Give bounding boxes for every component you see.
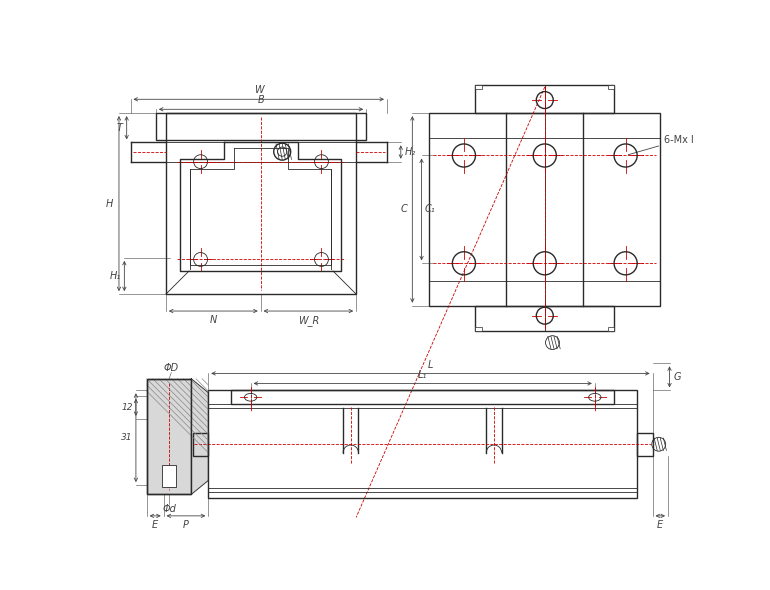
Text: B: B bbox=[258, 96, 264, 106]
Text: W: W bbox=[254, 85, 263, 94]
Text: L: L bbox=[428, 359, 433, 369]
Bar bbox=[476, 84, 482, 88]
Text: C₁: C₁ bbox=[425, 204, 435, 214]
Bar bbox=[146, 379, 191, 494]
Bar bbox=[476, 306, 614, 331]
Bar bbox=[192, 432, 208, 456]
Text: 31: 31 bbox=[122, 433, 132, 442]
Text: T: T bbox=[117, 123, 123, 133]
Bar bbox=[476, 84, 614, 113]
Bar bbox=[430, 113, 661, 306]
Bar bbox=[231, 391, 614, 404]
Bar bbox=[637, 432, 652, 456]
Text: N: N bbox=[209, 315, 217, 325]
Text: W_R: W_R bbox=[298, 315, 319, 326]
Bar bbox=[476, 327, 482, 331]
Text: H: H bbox=[106, 199, 114, 209]
Bar bbox=[156, 113, 367, 140]
Text: H₂: H₂ bbox=[405, 147, 416, 157]
Text: P: P bbox=[183, 520, 189, 530]
Bar bbox=[146, 379, 191, 494]
Text: C: C bbox=[401, 204, 408, 214]
Bar bbox=[166, 113, 356, 294]
Text: Φd: Φd bbox=[162, 503, 176, 513]
Text: 12: 12 bbox=[122, 403, 132, 412]
Text: L₁: L₁ bbox=[418, 369, 427, 379]
Text: G: G bbox=[673, 372, 681, 382]
Bar bbox=[208, 391, 637, 498]
Text: 6-Mx l: 6-Mx l bbox=[628, 135, 694, 155]
Text: E: E bbox=[658, 520, 663, 530]
Text: ΦD: ΦD bbox=[164, 363, 179, 373]
Bar bbox=[608, 84, 614, 88]
Polygon shape bbox=[191, 379, 208, 494]
Bar bbox=[162, 465, 176, 487]
Text: H₁: H₁ bbox=[109, 271, 120, 281]
Text: E: E bbox=[152, 520, 158, 530]
Bar bbox=[608, 327, 614, 331]
